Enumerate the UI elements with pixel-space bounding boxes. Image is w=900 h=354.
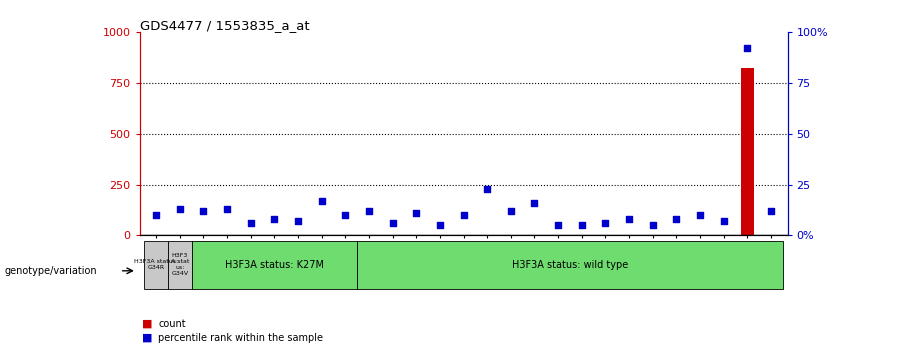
- Text: ■: ■: [142, 319, 153, 329]
- Point: [527, 200, 542, 206]
- Text: GDS4477 / 1553835_a_at: GDS4477 / 1553835_a_at: [140, 19, 309, 33]
- Point: [598, 220, 613, 226]
- Point: [314, 198, 328, 204]
- Text: H3F3A status: K27M: H3F3A status: K27M: [225, 259, 324, 270]
- Text: H3F3A status:
G34R: H3F3A status: G34R: [134, 259, 178, 270]
- Point: [362, 208, 376, 214]
- Point: [173, 206, 187, 212]
- Point: [291, 218, 305, 224]
- Point: [622, 216, 636, 222]
- Point: [148, 212, 163, 218]
- Point: [244, 220, 258, 226]
- Point: [409, 210, 423, 216]
- Bar: [741, 69, 754, 235]
- Bar: [192, 241, 357, 289]
- Point: [574, 222, 589, 228]
- Point: [551, 222, 565, 228]
- Point: [669, 216, 683, 222]
- Bar: [144, 241, 168, 289]
- Text: genotype/variation: genotype/variation: [4, 266, 97, 276]
- Text: ■: ■: [142, 333, 153, 343]
- Point: [338, 212, 353, 218]
- Point: [267, 216, 282, 222]
- Point: [716, 218, 731, 224]
- Point: [220, 206, 234, 212]
- Bar: [357, 241, 783, 289]
- Text: percentile rank within the sample: percentile rank within the sample: [158, 333, 323, 343]
- Text: H3F3
A stat
us:
G34V: H3F3 A stat us: G34V: [170, 253, 189, 276]
- Point: [740, 45, 754, 51]
- Point: [385, 220, 400, 226]
- Point: [456, 212, 471, 218]
- Point: [196, 208, 211, 214]
- Text: count: count: [158, 319, 186, 329]
- Point: [693, 212, 707, 218]
- Point: [433, 222, 447, 228]
- Point: [645, 222, 660, 228]
- Point: [504, 208, 518, 214]
- Point: [480, 186, 494, 192]
- Point: [764, 208, 778, 214]
- Text: H3F3A status: wild type: H3F3A status: wild type: [512, 259, 628, 270]
- Bar: [168, 241, 192, 289]
